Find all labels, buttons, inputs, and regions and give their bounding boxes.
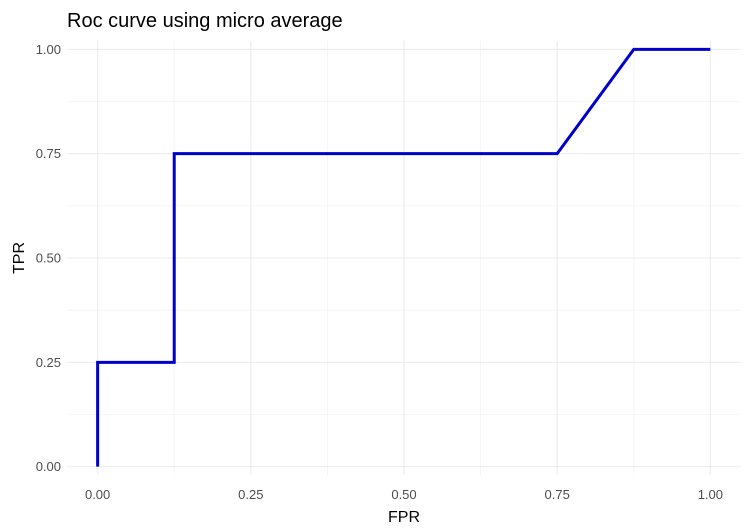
y-tick-label: 0.75 <box>36 146 61 161</box>
x-tick-label: 0.25 <box>238 487 263 502</box>
y-tick-label: 0.00 <box>36 459 61 474</box>
plot-panel <box>67 41 741 475</box>
x-tick-label: 0.75 <box>545 487 570 502</box>
y-axis-title: TPR <box>11 242 28 274</box>
y-tick-label: 0.25 <box>36 355 61 370</box>
x-tick-label: 0.50 <box>391 487 416 502</box>
roc-curve-line <box>96 47 711 467</box>
x-tick-label: 0.00 <box>85 487 110 502</box>
y-tick-label: 0.50 <box>36 251 61 266</box>
x-tick-label: 1.00 <box>698 487 723 502</box>
chart-title: Roc curve using micro average <box>67 10 343 32</box>
y-axis-tick-labels: 0.00 0.25 0.50 0.75 1.00 <box>36 42 61 474</box>
x-axis-tick-labels: 0.00 0.25 0.50 0.75 1.00 <box>85 487 723 502</box>
x-axis-title: FPR <box>388 509 420 526</box>
y-tick-label: 1.00 <box>36 42 61 57</box>
series-layer <box>96 47 711 467</box>
